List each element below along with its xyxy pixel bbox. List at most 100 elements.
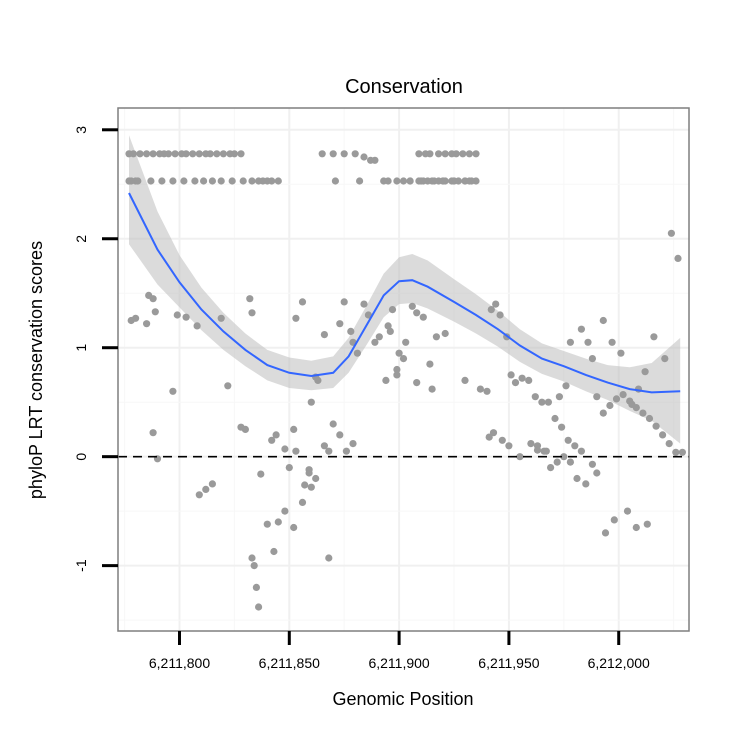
- data-point: [320, 331, 328, 339]
- y-tick-label: 0: [73, 453, 89, 461]
- data-point: [312, 474, 320, 483]
- data-point: [195, 150, 203, 158]
- plot-border: [117, 107, 690, 632]
- data-point: [571, 442, 579, 450]
- chart-title: Conservation: [345, 76, 463, 98]
- data-point: [527, 440, 535, 448]
- data-point: [195, 491, 203, 499]
- confidence-band-area: [129, 135, 681, 444]
- confidence-band: [129, 135, 681, 444]
- data-point: [206, 150, 214, 158]
- data-point: [426, 150, 434, 158]
- data-point: [375, 333, 383, 341]
- data-point: [217, 314, 225, 322]
- data-point: [628, 400, 636, 408]
- data-point: [224, 382, 232, 390]
- data-point: [307, 398, 315, 406]
- data-point: [665, 440, 673, 448]
- data-point: [393, 177, 401, 185]
- data-point: [487, 306, 495, 314]
- data-point: [612, 395, 621, 403]
- data-point: [246, 295, 254, 303]
- data-point: [200, 177, 208, 185]
- data-point: [164, 150, 173, 158]
- data-point: [364, 311, 372, 319]
- y-axis: -1 0 1 2 3: [73, 126, 118, 572]
- data-point: [402, 338, 410, 346]
- data-point: [632, 523, 640, 532]
- data-point: [468, 177, 476, 185]
- data-points: [125, 150, 687, 611]
- smooth-fit: [128, 192, 681, 394]
- data-point: [158, 177, 166, 185]
- data-point: [606, 401, 614, 410]
- data-point: [610, 516, 618, 524]
- data-point: [217, 177, 225, 185]
- x-tick-label: 6,211,850: [259, 655, 320, 671]
- data-point: [573, 474, 581, 483]
- data-point: [382, 376, 390, 384]
- data-point: [525, 376, 533, 384]
- data-point: [248, 309, 256, 317]
- data-point: [228, 177, 236, 185]
- data-point: [237, 150, 245, 158]
- data-point: [588, 355, 597, 363]
- data-point: [305, 469, 313, 477]
- data-point: [476, 385, 484, 393]
- data-point: [143, 150, 151, 158]
- data-point: [408, 302, 416, 310]
- data-point: [342, 447, 350, 455]
- data-point: [584, 338, 592, 346]
- data-point: [298, 298, 307, 306]
- data-point: [147, 177, 155, 185]
- data-point: [219, 150, 227, 158]
- data-point: [193, 322, 201, 330]
- data-point: [531, 393, 539, 401]
- data-point: [241, 425, 249, 433]
- data-point: [472, 150, 480, 158]
- data-point: [325, 554, 333, 562]
- data-point: [290, 523, 298, 532]
- data-point: [329, 420, 337, 428]
- data-point: [270, 547, 278, 556]
- data-point: [533, 442, 542, 450]
- data-point: [599, 316, 607, 325]
- data-point: [371, 338, 379, 346]
- data-point: [560, 453, 568, 461]
- data-point: [483, 387, 491, 395]
- data-point: [450, 177, 458, 185]
- data-point: [349, 440, 357, 448]
- data-point: [617, 349, 625, 357]
- x-tick-label: 6,211,900: [368, 655, 429, 671]
- data-point: [419, 313, 427, 321]
- data-point: [290, 425, 298, 433]
- data-point: [329, 150, 337, 158]
- data-point: [268, 177, 276, 185]
- data-point: [151, 308, 159, 316]
- data-point: [252, 583, 260, 592]
- data-point: [208, 480, 216, 488]
- data-point: [650, 333, 658, 341]
- data-point: [461, 376, 469, 384]
- data-point: [551, 414, 559, 423]
- data-point: [507, 371, 515, 379]
- data-point: [272, 431, 280, 439]
- data-point: [268, 436, 276, 444]
- data-point: [285, 464, 293, 472]
- data-point: [202, 485, 210, 493]
- data-point: [132, 314, 140, 322]
- x-axis-label: Genomic Position: [332, 689, 473, 709]
- data-point: [441, 150, 449, 158]
- data-point: [169, 177, 177, 185]
- data-point: [171, 150, 179, 158]
- data-point: [129, 150, 137, 158]
- data-point: [674, 254, 682, 262]
- data-point: [255, 603, 263, 611]
- data-point: [516, 453, 524, 461]
- data-point: [678, 448, 687, 456]
- data-point: [182, 150, 190, 158]
- data-point: [208, 177, 216, 185]
- data-point: [577, 325, 586, 333]
- data-point: [593, 393, 601, 401]
- data-point: [639, 409, 647, 417]
